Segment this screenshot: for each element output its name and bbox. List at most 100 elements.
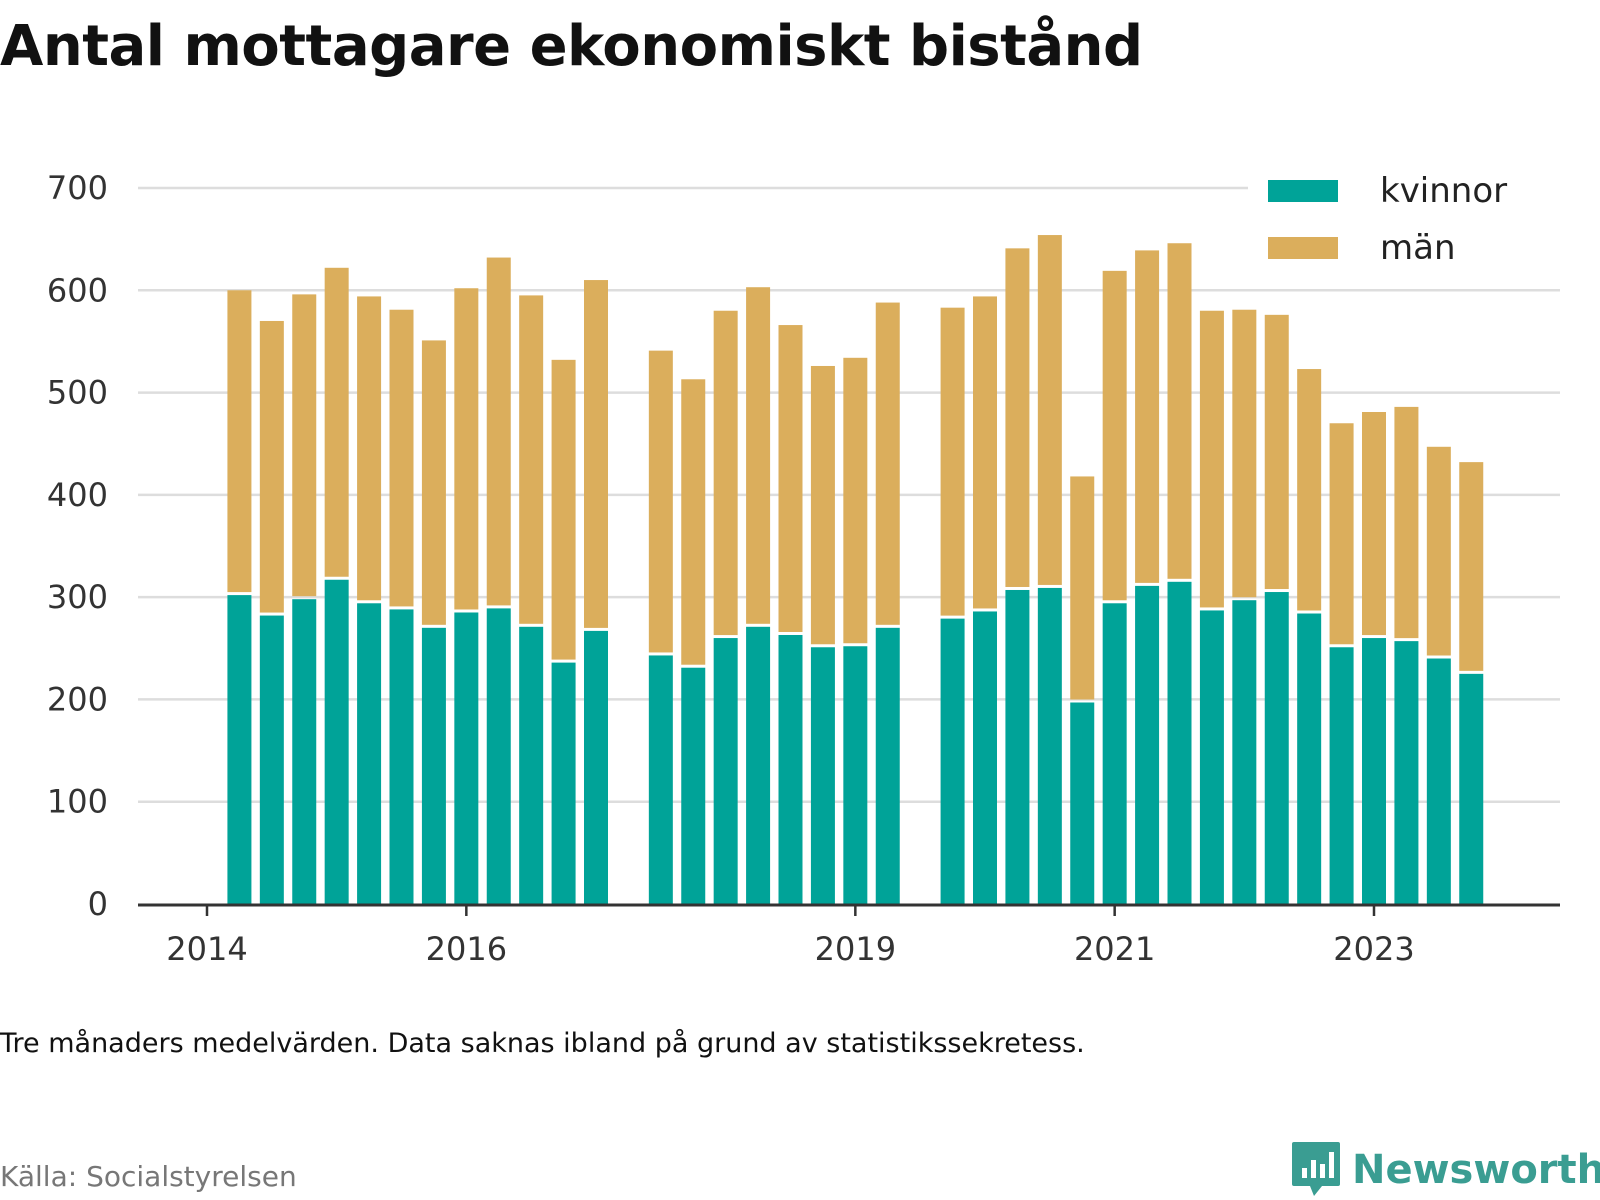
bar-kvinnor bbox=[454, 612, 479, 904]
bar-man bbox=[1362, 412, 1386, 636]
bar-man bbox=[389, 309, 414, 607]
bar-kvinnor bbox=[973, 611, 997, 904]
bar-man bbox=[648, 350, 673, 653]
bar-kvinnor bbox=[389, 609, 414, 904]
bar-man bbox=[551, 359, 576, 660]
brand-name: Newsworthy bbox=[1352, 1147, 1600, 1193]
bar-man bbox=[324, 267, 349, 577]
bar-kvinnor bbox=[357, 603, 382, 904]
bar-man bbox=[1459, 462, 1484, 671]
bar-man bbox=[584, 280, 608, 628]
y-tick-label: 700 bbox=[47, 169, 108, 207]
bar-kvinnor bbox=[1199, 610, 1224, 904]
bar-man bbox=[1199, 310, 1224, 608]
bar-man bbox=[421, 340, 446, 625]
bar-kvinnor bbox=[1135, 585, 1160, 904]
bar-man bbox=[486, 257, 511, 606]
bar-kvinnor bbox=[810, 647, 835, 904]
bar-kvinnor bbox=[1005, 589, 1030, 904]
bar-man bbox=[778, 325, 803, 632]
x-tick-label: 2016 bbox=[426, 930, 507, 968]
bar-man bbox=[1037, 235, 1062, 585]
legend-swatch-kvinnor bbox=[1268, 180, 1338, 202]
bar-kvinnor bbox=[1102, 603, 1127, 904]
chart-note: Tre månaders medelvärden. Data saknas ib… bbox=[0, 1028, 1085, 1059]
bar-kvinnor bbox=[1394, 641, 1419, 904]
bar-man bbox=[227, 290, 252, 593]
bars bbox=[227, 235, 1484, 904]
bar-kvinnor bbox=[519, 626, 544, 904]
bar-man bbox=[1135, 250, 1160, 583]
bar-kvinnor bbox=[713, 638, 738, 904]
bar-man bbox=[1167, 243, 1192, 579]
legend-swatch-man bbox=[1268, 237, 1338, 259]
bar-man bbox=[1232, 309, 1257, 598]
bar-man bbox=[681, 379, 706, 665]
bar-man bbox=[1102, 270, 1127, 601]
bar-kvinnor bbox=[1037, 587, 1062, 904]
bar-man bbox=[1005, 248, 1030, 587]
bar-kvinnor bbox=[778, 634, 803, 904]
y-tick-label: 300 bbox=[47, 578, 108, 616]
brand-logo: Newsworthy bbox=[1290, 1140, 1600, 1200]
bar-kvinnor bbox=[1264, 592, 1289, 904]
bar-kvinnor bbox=[648, 655, 673, 904]
x-tick-label: 2019 bbox=[815, 930, 896, 968]
bar-man bbox=[810, 365, 835, 645]
bar-kvinnor bbox=[1070, 702, 1095, 904]
bar-kvinnor bbox=[1426, 658, 1451, 904]
bar-kvinnor bbox=[1297, 613, 1322, 904]
bar-man bbox=[454, 288, 479, 610]
y-tick-label: 400 bbox=[47, 476, 108, 514]
y-tick-label: 200 bbox=[47, 680, 108, 718]
newsworthy-logo-icon bbox=[1292, 1142, 1340, 1196]
bar-kvinnor bbox=[292, 599, 317, 904]
bar-kvinnor bbox=[843, 646, 868, 904]
bar-man bbox=[1394, 406, 1419, 639]
bar-kvinnor bbox=[259, 615, 284, 904]
bar-kvinnor bbox=[681, 667, 706, 904]
bar-kvinnor bbox=[584, 630, 608, 904]
bar-kvinnor bbox=[486, 608, 511, 904]
bar-kvinnor bbox=[875, 627, 900, 904]
bar-man bbox=[843, 357, 868, 644]
bar-kvinnor bbox=[940, 618, 965, 904]
x-axis: 2014 2016 2019 2021 2023 bbox=[138, 903, 1560, 968]
y-tick-label: 100 bbox=[47, 783, 108, 821]
bar-man bbox=[259, 320, 284, 613]
bar-kvinnor bbox=[1167, 581, 1192, 904]
legend: kvinnor män bbox=[1248, 171, 1560, 276]
bar-man bbox=[1329, 423, 1354, 645]
bar-man bbox=[940, 307, 965, 616]
y-tick-label: 500 bbox=[47, 374, 108, 412]
bar-kvinnor bbox=[1329, 647, 1354, 904]
bar-kvinnor bbox=[1362, 638, 1386, 904]
bar-man bbox=[875, 302, 900, 625]
bar-man bbox=[713, 310, 738, 636]
legend-label-kvinnor: kvinnor bbox=[1380, 171, 1507, 211]
bar-man bbox=[1264, 314, 1289, 590]
source-credit: Källa: Socialstyrelsen bbox=[0, 1160, 297, 1193]
chart-title: Antal mottagare ekonomiskt bistånd bbox=[0, 14, 1143, 79]
bar-kvinnor bbox=[324, 579, 349, 904]
legend-label-man: män bbox=[1380, 228, 1456, 268]
bar-man bbox=[292, 294, 317, 597]
bar-man bbox=[357, 296, 382, 601]
bar-kvinnor bbox=[551, 662, 576, 904]
x-tick-label: 2023 bbox=[1333, 930, 1414, 968]
y-axis-ticks: 0 100 200 300 400 500 600 700 bbox=[47, 169, 108, 923]
bar-man bbox=[746, 287, 771, 624]
bar-kvinnor bbox=[227, 595, 252, 904]
bar-kvinnor bbox=[421, 627, 446, 904]
x-tick-label: 2014 bbox=[166, 930, 247, 968]
y-tick-label: 600 bbox=[47, 271, 108, 309]
x-tick-label: 2021 bbox=[1074, 930, 1155, 968]
bar-kvinnor bbox=[1232, 600, 1257, 904]
bar-kvinnor bbox=[746, 626, 771, 904]
bar-man bbox=[973, 296, 997, 609]
y-tick-label: 0 bbox=[88, 885, 108, 923]
bar-man bbox=[1426, 446, 1451, 656]
bar-man bbox=[1070, 476, 1095, 700]
bar-kvinnor bbox=[1459, 673, 1484, 904]
